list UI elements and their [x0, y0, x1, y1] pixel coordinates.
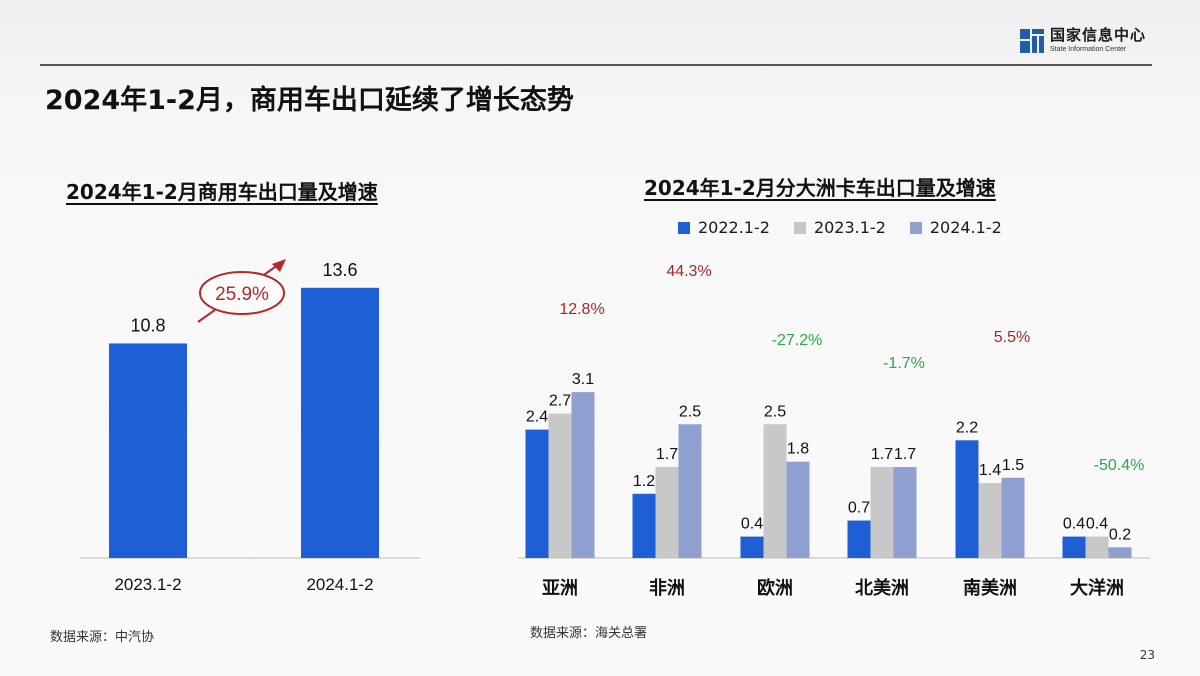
- bar-2023.1-2: [978, 483, 1002, 558]
- x-tick-label: 欧洲: [757, 577, 793, 598]
- data-label: 1.7: [894, 446, 916, 463]
- bar-2023.1-2: [1085, 536, 1109, 558]
- growth-rate-label: 5.5%: [994, 329, 1030, 346]
- bar: [301, 287, 379, 558]
- right-grouped-bar-chart: 2.42.73.1亚洲12.8%1.21.72.5非洲44.3%0.42.51.…: [518, 263, 1150, 598]
- data-label: 2.5: [679, 403, 701, 420]
- page-number: 23: [1139, 648, 1155, 662]
- data-label: 2.2: [956, 419, 978, 436]
- bar-2023.1-2: [655, 467, 679, 558]
- data-label: 13.6: [322, 260, 357, 280]
- legend-item-2023: 2023.1-2: [793, 218, 886, 237]
- data-label: 10.8: [130, 315, 165, 335]
- bar-2023.1-2: [548, 413, 572, 558]
- right-chart-title: 2024年1-2月分大洲卡车出口量及增速: [644, 176, 996, 200]
- bar-2024.1-2: [678, 424, 702, 558]
- bar-2022.1-2: [1062, 536, 1086, 558]
- right-data-source: 数据来源：海关总署: [530, 626, 648, 641]
- x-tick-label: 2023.1-2: [114, 575, 181, 594]
- x-tick-label: 亚洲: [542, 578, 578, 598]
- left-bar-chart: 10.8 2023.1-2 13.6 2024.1-2 25.9%: [80, 259, 420, 594]
- chart-legend: 2022.1-2 2023.1-2 2024.1-2: [678, 218, 1002, 237]
- data-label: 0.7: [848, 500, 870, 517]
- bar: [109, 343, 187, 558]
- left-chart-title: 2024年1-2月商用车出口量及增速: [66, 180, 378, 204]
- growth-rate-label: -1.7%: [883, 355, 925, 372]
- bar-2024.1-2: [1001, 477, 1025, 558]
- data-label: 1.2: [633, 473, 655, 490]
- legend-item-2024: 2024.1-2: [909, 218, 1002, 237]
- legend-swatch: [678, 221, 690, 234]
- data-label: 1.8: [787, 441, 809, 458]
- bar-2022.1-2: [632, 493, 656, 558]
- data-label: 1.7: [656, 446, 678, 463]
- header-divider: [40, 64, 1152, 66]
- page-title: 2024年1-2月，商用车出口延续了增长态势: [45, 85, 574, 116]
- logo-name: 国家信息中心: [1050, 26, 1147, 44]
- growth-rate-label: -50.4%: [1094, 457, 1145, 474]
- data-label: 2.7: [549, 393, 571, 410]
- legend-label: 2022.1-2: [698, 218, 770, 237]
- bar-2024.1-2: [1108, 547, 1132, 558]
- legend-label: 2024.1-2: [929, 218, 1002, 237]
- bar-2022.1-2: [740, 536, 764, 558]
- data-label: 0.4: [1063, 516, 1085, 533]
- growth-arrow-head: [272, 259, 286, 272]
- growth-ellipse: [199, 271, 285, 315]
- x-tick-label: 非洲: [649, 577, 685, 598]
- data-label: 0.4: [1086, 516, 1108, 533]
- logo: 国家信息中心 State Information Center: [1020, 28, 1146, 53]
- legend-swatch: [909, 221, 922, 234]
- bar-2023.1-2: [870, 467, 894, 558]
- data-label: 2.5: [764, 403, 786, 420]
- bar-2022.1-2: [847, 520, 871, 558]
- legend-swatch: [793, 221, 806, 234]
- growth-rate-label: 44.3%: [666, 263, 711, 280]
- data-label: 1.4: [979, 462, 1001, 479]
- growth-label: 25.9%: [215, 284, 269, 305]
- bar-2023.1-2: [763, 424, 787, 558]
- bar-2024.1-2: [893, 467, 917, 558]
- data-label: 3.1: [572, 371, 594, 388]
- legend-item-2022: 2022.1-2: [678, 218, 770, 237]
- bar-2022.1-2: [525, 429, 549, 558]
- logo-icon: [1020, 28, 1044, 53]
- x-tick-label: 南美洲: [963, 577, 1017, 598]
- data-label: 0.4: [741, 516, 763, 533]
- bar-2024.1-2: [786, 461, 810, 558]
- bar-2022.1-2: [955, 440, 979, 558]
- growth-rate-label: -27.2%: [772, 332, 823, 349]
- x-tick-label: 北美洲: [855, 577, 909, 598]
- growth-rate-label: 12.8%: [559, 301, 604, 318]
- bar-2024.1-2: [571, 392, 595, 558]
- data-label: 0.2: [1109, 526, 1131, 543]
- logo-subtitle: State Information Center: [1050, 46, 1127, 53]
- x-tick-label: 2024.1-2: [306, 575, 373, 594]
- data-label: 2.4: [526, 409, 548, 426]
- x-tick-label: 大洋洲: [1070, 577, 1124, 598]
- data-label: 1.7: [871, 446, 893, 463]
- data-label: 1.5: [1002, 457, 1024, 474]
- left-data-source: 数据来源：中汽协: [50, 630, 155, 645]
- legend-label: 2023.1-2: [813, 218, 886, 237]
